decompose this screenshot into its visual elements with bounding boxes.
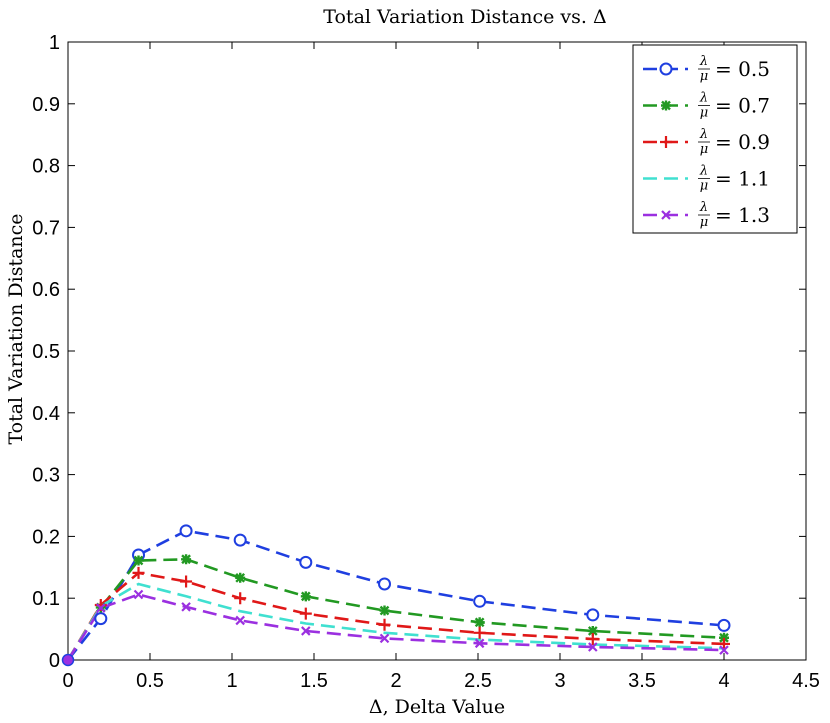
y-tick-label: 0.2 <box>32 526 60 548</box>
data-point <box>587 625 598 636</box>
legend: λμ = 0.5λμ = 0.7λμ = 0.9λμ = 1.1λμ = 1.3 <box>632 44 798 234</box>
data-point <box>719 632 729 643</box>
y-tick-label: 0.9 <box>32 94 60 116</box>
y-tick-label: 0.4 <box>32 403 60 425</box>
data-point <box>181 554 192 565</box>
series-line-0 <box>66 529 725 661</box>
data-point <box>234 592 247 605</box>
data-point <box>299 555 313 569</box>
x-tick-label: 1 <box>226 670 237 692</box>
legend-mu: μ <box>700 215 708 230</box>
y-tick-label: 0.1 <box>32 588 60 610</box>
data-point <box>378 577 392 591</box>
x-tick-label: 3 <box>554 670 565 692</box>
data-point <box>473 594 487 608</box>
data-point <box>717 618 731 632</box>
data-point <box>300 591 311 602</box>
data-point <box>474 617 485 628</box>
data-point <box>474 638 485 649</box>
data-point-origin <box>61 653 75 667</box>
y-tick-label: 0.5 <box>32 341 60 363</box>
legend-value: = 0.9 <box>715 130 770 154</box>
x-tick-label: 4 <box>718 670 729 692</box>
data-point <box>301 626 311 636</box>
series-line-4 <box>66 593 725 661</box>
y-tick-label: 0.6 <box>32 279 60 301</box>
data-point <box>379 605 390 616</box>
data-point <box>661 100 671 111</box>
x-tick-label: 1.5 <box>300 670 328 692</box>
data-point <box>94 612 108 626</box>
data-point <box>133 555 144 566</box>
y-tick-label: 0 <box>49 650 60 672</box>
legend-mu: μ <box>700 69 708 84</box>
data-point <box>661 210 671 220</box>
legend-box <box>632 44 798 234</box>
data-point <box>299 607 312 620</box>
x-tick-label: 2 <box>390 670 401 692</box>
series-line-2 <box>66 571 725 661</box>
data-point <box>660 136 672 148</box>
x-tick-label: 2.5 <box>464 670 492 692</box>
legend-mu: μ <box>700 179 708 194</box>
y-axis-label: Total Variation Distance <box>5 213 27 444</box>
data-point <box>132 566 145 579</box>
chart-title: Total Variation Distance vs. Δ <box>323 6 606 28</box>
x-tick-label: 0.5 <box>136 670 164 692</box>
y-tick-label: 0.8 <box>32 156 60 178</box>
data-point <box>96 603 106 613</box>
legend-lambda: λ <box>699 54 708 69</box>
data-point <box>181 602 191 612</box>
legend-lambda: λ <box>699 200 708 215</box>
legend-value: = 1.1 <box>715 167 770 191</box>
data-point <box>179 524 193 538</box>
legend-lambda: λ <box>699 91 708 106</box>
legend-value: = 0.5 <box>715 57 770 81</box>
data-point <box>588 642 598 652</box>
legend-value: = 0.7 <box>715 94 770 118</box>
legend-mu: μ <box>700 106 708 121</box>
legend-lambda: λ <box>699 164 708 179</box>
data-point <box>379 633 390 644</box>
x-tick-label: 4.5 <box>792 670 820 692</box>
legend-lambda: λ <box>699 127 708 142</box>
data-point <box>235 615 245 626</box>
data-point <box>233 533 247 547</box>
series-line-1 <box>66 557 725 661</box>
legend-mu: μ <box>700 142 708 157</box>
x-tick-label: 3.5 <box>628 670 656 692</box>
y-tick-label: 0.3 <box>32 465 60 487</box>
x-axis-label: Δ, Delta Value <box>369 696 505 718</box>
y-tick-label: 0.7 <box>32 217 60 239</box>
data-point <box>586 632 599 645</box>
data-point <box>180 575 193 588</box>
data-point <box>586 608 600 622</box>
y-tick-label: 1 <box>49 32 60 54</box>
data-point <box>235 572 246 583</box>
data-point <box>719 645 729 655</box>
legend-value: = 1.3 <box>715 203 770 227</box>
x-tick-label: 0 <box>62 670 73 692</box>
data-point <box>133 589 144 600</box>
data-point <box>473 626 486 639</box>
data-point <box>718 637 730 650</box>
data-point <box>659 62 673 76</box>
series-line-3 <box>66 582 725 661</box>
data-point <box>378 618 391 631</box>
